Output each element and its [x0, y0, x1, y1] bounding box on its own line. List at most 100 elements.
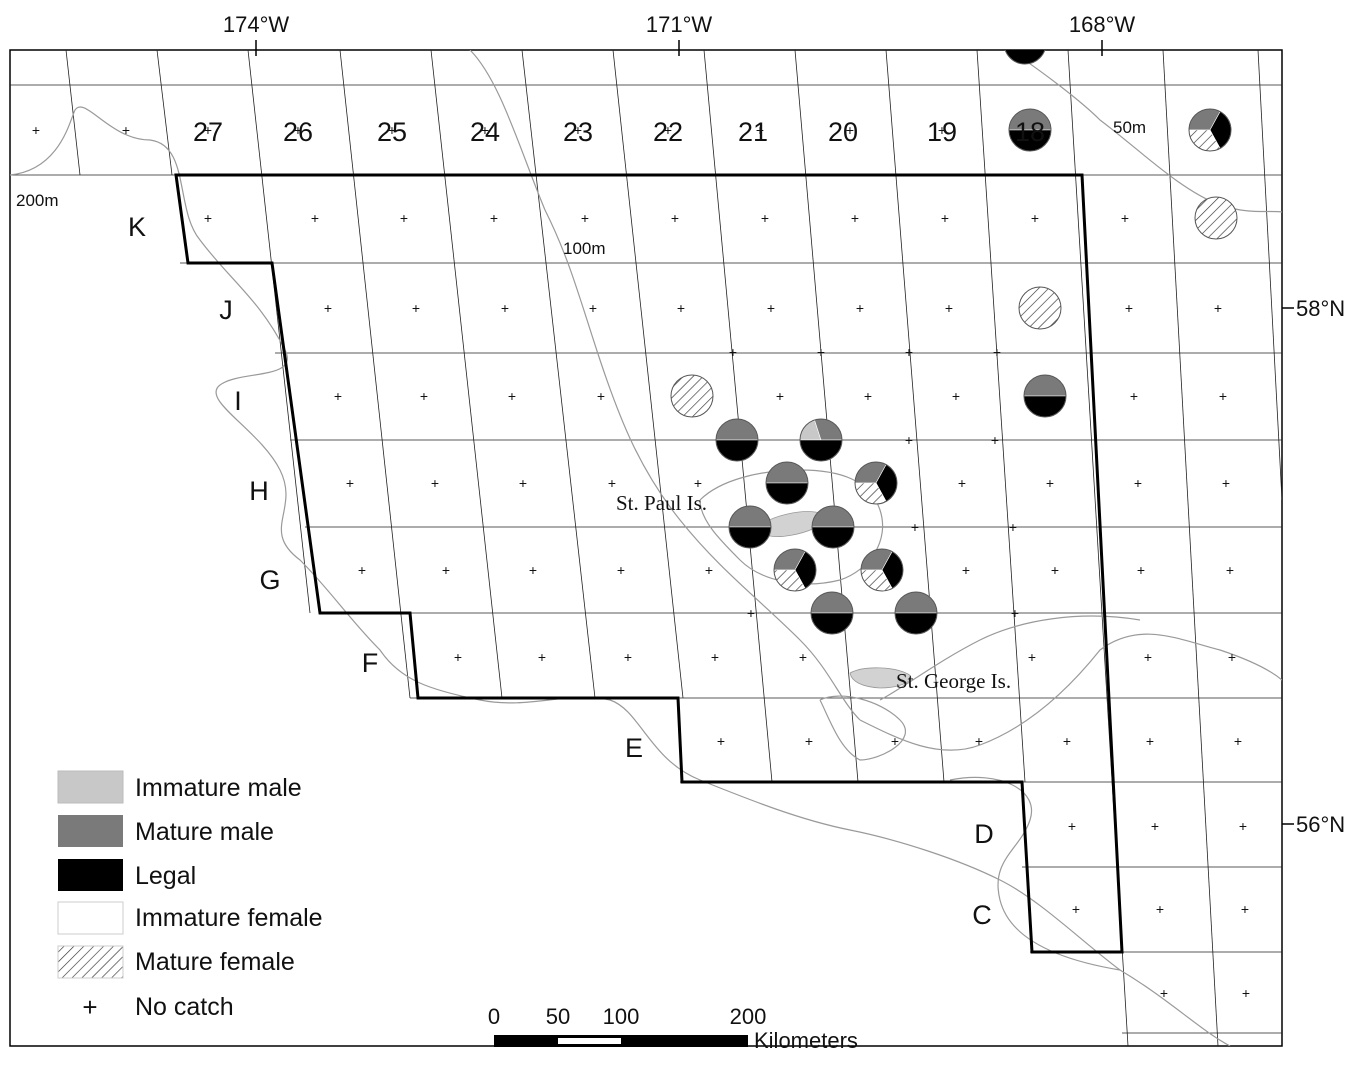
survey-boundary	[174, 173, 1124, 954]
no-catch-marker: +	[324, 300, 332, 316]
latitude-label: 56°N	[1296, 812, 1345, 837]
no-catch-marker: +	[952, 388, 960, 404]
no-catch-marker: +	[508, 388, 516, 404]
legend-swatch-mature-female	[57, 945, 124, 979]
legend: + Immature male Mature male Legal Immatu…	[57, 770, 323, 1022]
catch-pie	[1194, 196, 1238, 240]
no-catch-marker: +	[1046, 475, 1054, 491]
pie-slice	[1195, 197, 1237, 239]
no-catch-marker: +	[204, 122, 212, 138]
no-catch-marker: +	[694, 475, 702, 491]
no-catch-marker: +	[294, 122, 302, 138]
catch-pie	[670, 374, 714, 418]
column-label: 20	[828, 117, 858, 147]
no-catch-marker: +	[1063, 733, 1071, 749]
legend-swatch-mature-male	[58, 815, 123, 847]
pie-outline	[810, 591, 854, 635]
no-catch-marker: +	[624, 649, 632, 665]
no-catch-marker: +	[729, 344, 737, 360]
no-catch-marker: +	[1160, 985, 1168, 1001]
no-catch-marker: +	[711, 649, 719, 665]
longitude-label: 171°W	[646, 12, 713, 37]
catch-pie	[765, 461, 809, 505]
catch-pie	[1004, 50, 1046, 65]
no-catch-markers: + + + + + + + + + + + + + + + + + + + + + + + + + + + + + + + + + + + + + + + +…	[32, 122, 1250, 1001]
catch-pies	[670, 50, 1238, 635]
no-catch-marker: +	[311, 210, 319, 226]
scale-tick-label: 200	[730, 1004, 767, 1029]
pie-slice	[671, 375, 713, 417]
no-catch-marker: +	[574, 122, 582, 138]
no-catch-marker: +	[32, 122, 40, 138]
column-label: 25	[377, 117, 407, 147]
no-catch-marker: +	[204, 210, 212, 226]
no-catch-marker: +	[958, 475, 966, 491]
legend-label: Mature female	[135, 948, 295, 976]
column-label: 19	[927, 117, 957, 147]
no-catch-marker: +	[962, 562, 970, 578]
depth-label: 200m	[16, 191, 59, 210]
column-label: 18	[1015, 117, 1045, 147]
no-catch-marker: +	[767, 300, 775, 316]
catch-pie	[810, 591, 854, 635]
catch-pie	[1008, 108, 1052, 152]
no-catch-marker: +	[1151, 818, 1159, 834]
grid-lines-vertical	[65, 50, 1282, 1046]
column-label: 24	[470, 117, 500, 147]
catch-pie	[773, 548, 817, 592]
scale-bar: 0 50 100 200 Kilometers	[488, 1004, 858, 1053]
latitude-label: 58°N	[1296, 296, 1345, 321]
no-catch-marker: +	[431, 475, 439, 491]
pie-outline	[860, 548, 904, 592]
pie-outline	[894, 591, 938, 635]
scale-tick-label: 100	[603, 1004, 640, 1029]
no-catch-marker: +	[1028, 649, 1036, 665]
no-catch-marker: +	[617, 562, 625, 578]
column-label: 22	[653, 117, 683, 147]
map-frame	[9, 49, 1283, 1047]
place-label: St. Paul Is.	[616, 491, 707, 515]
legend-label: Mature male	[135, 818, 274, 846]
no-catch-marker: +	[1234, 733, 1242, 749]
no-catch-marker: +	[1144, 649, 1152, 665]
no-catch-marker: +	[717, 733, 725, 749]
pie-outline	[715, 418, 759, 462]
legend-swatch-legal	[58, 859, 123, 891]
no-catch-marker: +	[1156, 901, 1164, 917]
catch-pie	[860, 548, 904, 592]
catch-pie	[894, 591, 938, 635]
pie-outline	[765, 461, 809, 505]
legend-label: Immature male	[135, 774, 302, 802]
no-catch-marker: +	[671, 210, 679, 226]
no-catch-marker: +	[538, 649, 546, 665]
no-catch-marker: +	[1130, 388, 1138, 404]
no-catch-marker: +	[1134, 475, 1142, 491]
no-catch-marker: +	[664, 122, 672, 138]
longitude-label: 174°W	[223, 12, 290, 37]
legend-label: No catch	[135, 993, 234, 1021]
row-label: H	[249, 476, 269, 506]
no-catch-marker: +	[1031, 210, 1039, 226]
legend-symbol-no-catch: +	[82, 992, 97, 1022]
no-catch-marker: +	[1146, 733, 1154, 749]
catch-pie	[715, 418, 759, 462]
legend-label: Immature female	[135, 904, 323, 932]
no-catch-marker: +	[1072, 901, 1080, 917]
no-catch-marker: +	[756, 122, 764, 138]
no-catch-marker: +	[597, 388, 605, 404]
no-catch-marker: +	[589, 300, 597, 316]
no-catch-marker: +	[346, 475, 354, 491]
column-label: 21	[738, 117, 768, 147]
no-catch-marker: +	[1137, 562, 1145, 578]
no-catch-marker: +	[1009, 519, 1017, 535]
no-catch-marker: +	[388, 122, 396, 138]
no-catch-marker: +	[334, 388, 342, 404]
no-catch-marker: +	[805, 733, 813, 749]
no-catch-marker: +	[1226, 562, 1234, 578]
depth-label: 50m	[1113, 118, 1146, 137]
no-catch-marker: +	[608, 475, 616, 491]
legend-swatch-immature-male	[57, 770, 124, 804]
longitude-label: 168°W	[1069, 12, 1136, 37]
no-catch-marker: +	[941, 210, 949, 226]
no-catch-marker: +	[442, 562, 450, 578]
